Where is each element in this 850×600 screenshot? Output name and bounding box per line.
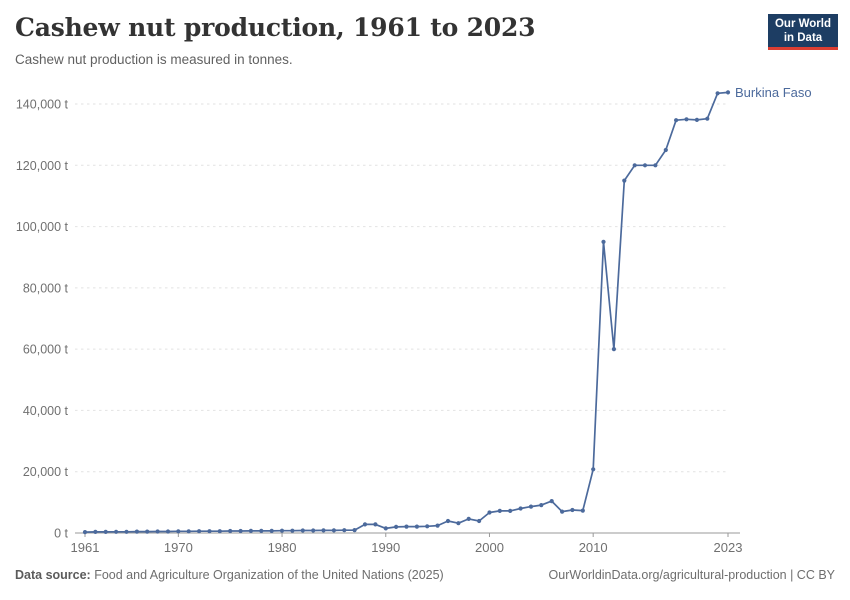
data-point	[331, 528, 336, 533]
data-point	[528, 504, 534, 509]
data-point	[435, 523, 440, 528]
data-point	[103, 529, 108, 535]
data-point	[155, 529, 160, 534]
data-source: Data source: Food and Agriculture Organi…	[15, 568, 444, 582]
data-point	[259, 528, 264, 534]
x-tick-label: 2023	[714, 540, 743, 555]
data-point	[674, 118, 679, 123]
data-point	[663, 147, 668, 153]
y-tick-label: 80,000 t	[23, 281, 69, 295]
data-point	[197, 529, 202, 534]
y-tick-label: 20,000 t	[23, 465, 69, 479]
data-point	[477, 518, 482, 524]
data-point	[342, 528, 347, 533]
data-point	[560, 509, 565, 514]
data-point	[134, 529, 139, 534]
data-source-text: Food and Agriculture Organization of the…	[90, 568, 444, 582]
y-tick-label: 60,000 t	[23, 343, 69, 357]
page-title: Cashew nut production, 1961 to 2023	[15, 13, 536, 42]
data-point	[611, 347, 617, 352]
data-point	[186, 529, 191, 534]
chart-footer: Data source: Food and Agriculture Organi…	[15, 568, 835, 582]
data-point	[404, 524, 409, 529]
data-point	[362, 522, 368, 527]
data-point	[238, 528, 243, 534]
data-point	[705, 116, 710, 121]
data-point	[82, 530, 88, 535]
data-point	[311, 528, 316, 533]
data-point	[622, 178, 627, 183]
data-source-label: Data source:	[15, 568, 91, 582]
data-point	[228, 528, 233, 534]
x-tick-label: 2010	[579, 540, 608, 555]
data-point	[549, 499, 554, 504]
data-point	[694, 117, 700, 122]
license-link-text: OurWorldinData.org/agricultural-producti…	[548, 568, 835, 582]
data-point	[269, 528, 274, 534]
series-end-label: Burkina Faso	[735, 85, 812, 100]
owid-logo: Our World in Data	[768, 14, 838, 50]
data-point	[725, 90, 731, 95]
x-tick-label: 1970	[164, 540, 193, 555]
y-tick-label: 140,000 t	[16, 98, 69, 112]
data-point	[456, 521, 461, 526]
data-point	[300, 528, 305, 533]
data-point	[373, 522, 378, 527]
data-point	[466, 516, 471, 522]
data-point	[445, 518, 451, 524]
chart-subtitle: Cashew nut production is measured in ton…	[15, 52, 293, 67]
data-point	[217, 529, 222, 534]
x-tick-label: 2000	[475, 540, 504, 555]
data-point	[580, 508, 585, 513]
data-point	[518, 506, 523, 511]
data-point	[487, 510, 492, 515]
data-line	[84, 91, 729, 533]
data-point	[321, 528, 326, 533]
data-point	[539, 503, 544, 508]
data-point	[165, 529, 171, 534]
data-point	[145, 529, 150, 534]
data-point	[425, 524, 430, 529]
data-point	[207, 529, 212, 534]
data-point	[394, 524, 399, 530]
data-point	[279, 528, 285, 533]
data-point	[383, 526, 388, 531]
y-tick-label: 120,000 t	[16, 159, 69, 173]
data-point	[570, 507, 575, 513]
data-point	[414, 524, 419, 529]
data-point	[176, 529, 181, 534]
data-point	[684, 117, 689, 122]
data-point	[124, 529, 129, 534]
x-tick-label: 1961	[71, 540, 100, 555]
owid-logo-line1: Our World	[774, 18, 831, 30]
data-point	[114, 529, 119, 534]
data-point	[632, 163, 637, 168]
y-tick-label: 100,000 t	[16, 220, 69, 234]
data-point	[653, 163, 658, 168]
data-point	[642, 163, 648, 168]
data-point	[93, 529, 98, 535]
data-point	[497, 508, 502, 513]
y-tick-label: 40,000 t	[23, 404, 69, 418]
y-tick-label: 0 t	[54, 527, 68, 541]
x-tick-label: 1990	[371, 540, 400, 555]
x-tick-label: 1980	[268, 540, 297, 555]
data-point	[290, 528, 295, 533]
data-point	[601, 239, 606, 244]
data-point	[508, 508, 513, 513]
data-point	[591, 467, 596, 472]
data-point	[715, 91, 720, 96]
data-point	[248, 528, 253, 534]
owid-logo-line2: in Data	[783, 32, 823, 44]
data-point	[352, 528, 357, 533]
